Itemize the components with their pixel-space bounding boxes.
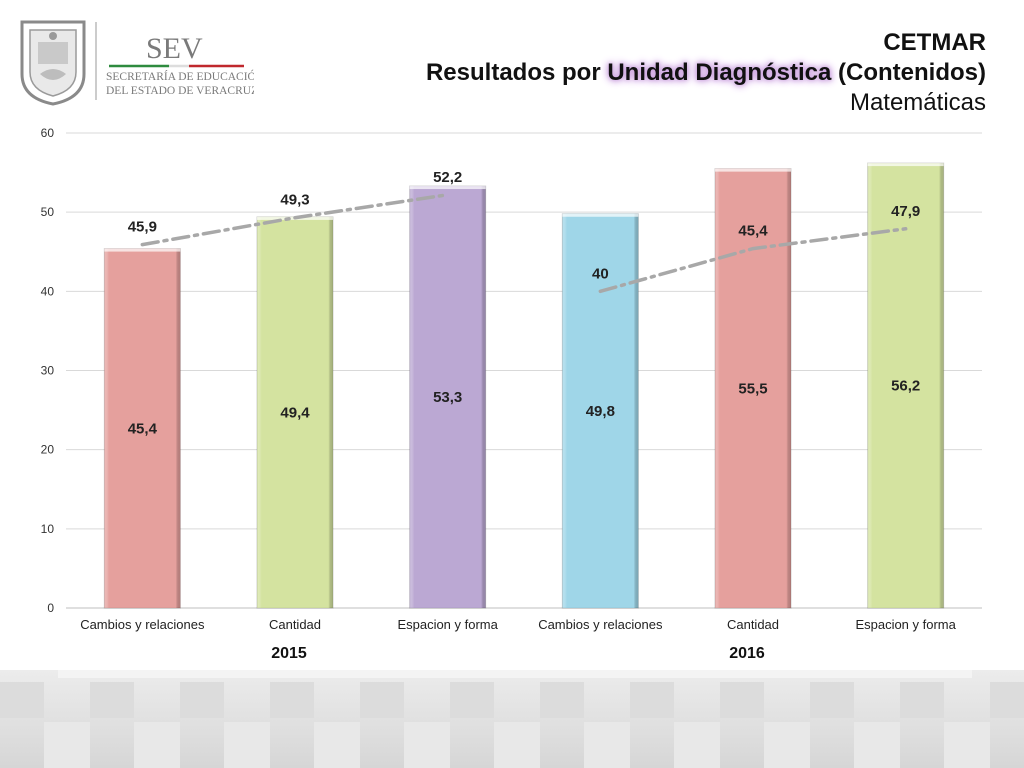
trend-value-label: 45,9 — [128, 219, 157, 236]
y-tick-label: 60 — [41, 126, 55, 140]
bar-value-label: 56,2 — [891, 378, 920, 395]
trend-value-label: 45,4 — [738, 223, 768, 240]
trend-value-label: 49,3 — [280, 192, 309, 209]
title-line2-highlight: Unidad Diagnóstica — [607, 59, 832, 86]
bar-chart: 0 10 20 30 40 50 60 45,4 49,4 53,3 49,8 55,5 56,2 Cam… — [41, 126, 982, 662]
title-line2-post: (Contenidos) — [831, 59, 986, 86]
trend-line — [598, 227, 908, 294]
bar-bevel — [409, 186, 486, 608]
category-label: Cambios y relaciones — [80, 617, 205, 632]
category-label: Espacion y forma — [397, 617, 498, 632]
category-label: Cambios y relaciones — [538, 617, 663, 632]
bar-bevel — [562, 213, 639, 608]
bar-bevel — [104, 248, 181, 609]
veracruz-coat-of-arms-icon — [20, 20, 86, 106]
y-tick-label: 40 — [41, 284, 55, 298]
trend-value-label: 52,2 — [433, 169, 462, 186]
slide-title: CETMAR Resultados por Unidad Diagnóstica… — [426, 28, 986, 118]
bar-top-highlight — [867, 163, 944, 167]
trend-value-label: 40 — [592, 265, 609, 282]
category-label: Cantidad — [727, 617, 779, 632]
title-line2: Resultados por Unidad Diagnóstica (Conte… — [426, 58, 986, 88]
title-line3: Matemáticas — [849, 89, 986, 116]
y-tick-label: 50 — [41, 205, 55, 219]
bar-top-highlight — [562, 213, 639, 217]
trend-line — [140, 193, 450, 247]
bar-top-highlight — [409, 186, 486, 190]
org-name-line2: DEL ESTADO DE VERACRUZ — [106, 85, 254, 97]
year-group-label: 2016 — [729, 645, 765, 662]
title-line1: CETMAR — [883, 29, 986, 56]
category-label: Espacion y forma — [855, 617, 956, 632]
bar-bevel — [867, 163, 944, 609]
bar-value-label: 45,4 — [128, 420, 158, 437]
title-line2-pre: Resultados por — [425, 59, 608, 86]
org-acronym: SEV — [146, 32, 203, 65]
bar-top-highlight — [104, 248, 181, 252]
year-group-label: 2015 — [271, 645, 307, 662]
trend-value-label: 47,9 — [891, 203, 920, 220]
y-tick-label: 30 — [41, 364, 55, 378]
bar-bevel — [257, 216, 333, 608]
bar-top-highlight — [715, 168, 791, 172]
bar-value-label: 49,8 — [586, 403, 615, 420]
bar-value-label: 55,5 — [738, 380, 767, 397]
bar-value-label: 49,4 — [280, 404, 310, 421]
y-tick-label: 20 — [41, 443, 55, 457]
bar-value-label: 53,3 — [433, 389, 462, 406]
sev-logo: SEV SECRETARÍA DE EDUCACIÓN DEL ESTADO D… — [20, 20, 254, 106]
org-name-line1: SECRETARÍA DE EDUCACIÓN — [106, 69, 254, 83]
category-label: Cantidad — [269, 617, 321, 632]
y-tick-label: 0 — [47, 601, 54, 615]
y-tick-label: 10 — [41, 522, 55, 536]
bar-bevel — [715, 168, 791, 608]
decorative-bottom-band — [0, 670, 1024, 768]
